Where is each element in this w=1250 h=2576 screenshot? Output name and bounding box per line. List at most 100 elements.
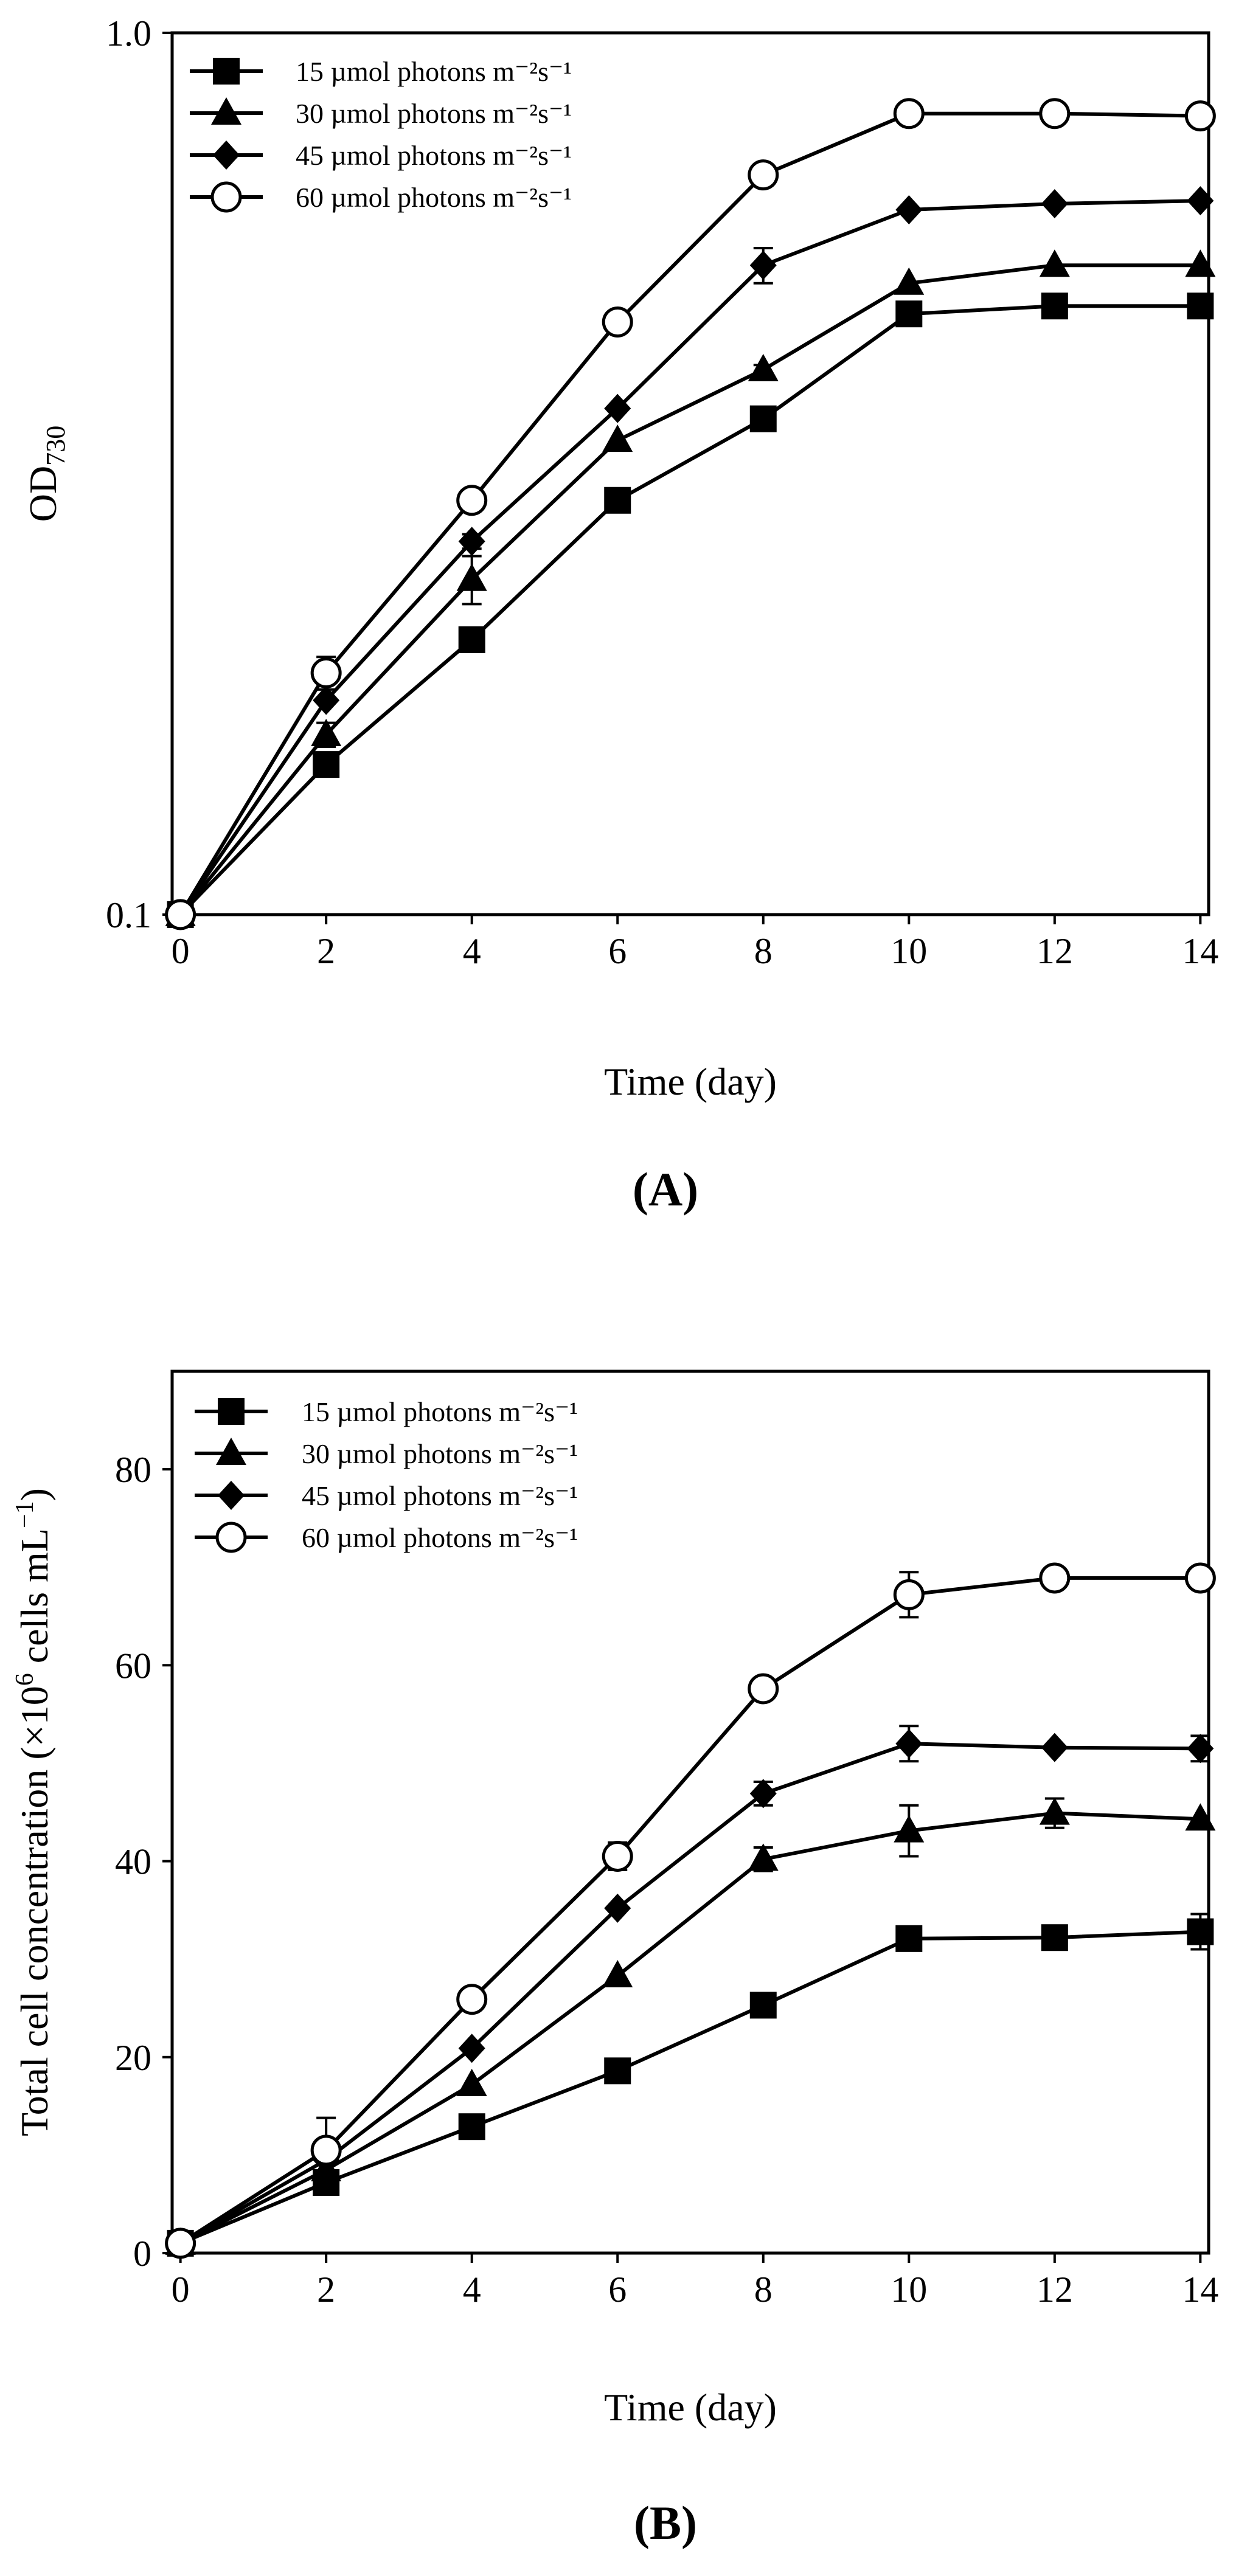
legend-marker xyxy=(218,1398,245,1425)
data-series-group xyxy=(165,1562,1216,2259)
data-point xyxy=(749,1992,777,2019)
legend-entry: 30 µmol photons m⁻²s⁻¹ xyxy=(190,97,572,129)
series-circle xyxy=(165,1562,1216,2259)
data-point xyxy=(458,2034,485,2063)
x-tick-label: 14 xyxy=(1182,931,1218,971)
chart-panel-a: 0 2 4 6 8 10 12 14 0.1 1.0 15 µmol photons m⁻²s⁻… xyxy=(21,13,1218,1216)
x-tick-label: 12 xyxy=(1036,2270,1073,2310)
data-point xyxy=(602,1841,633,1872)
data-point xyxy=(895,300,923,328)
data-point xyxy=(313,685,340,715)
legend-marker xyxy=(216,1438,246,1465)
y-tick-label: 80 xyxy=(115,1450,151,1490)
series-line xyxy=(179,304,1201,916)
legend-label: 60 µmol photons m⁻²s⁻¹ xyxy=(296,182,572,213)
legend-label: 60 µmol photons m⁻²s⁻¹ xyxy=(302,1522,578,1553)
data-point xyxy=(456,1984,488,2015)
y-axis-title-part2: cells mL xyxy=(13,1528,56,1673)
legend-label: 30 µmol photons m⁻²s⁻¹ xyxy=(302,1438,578,1469)
data-point xyxy=(602,306,633,338)
x-tick-label: 2 xyxy=(317,2270,335,2310)
data-point xyxy=(310,657,342,688)
data-point xyxy=(895,1925,923,1952)
series-square xyxy=(167,1913,1214,2257)
data-point xyxy=(458,2113,485,2141)
panel-label-b: (B) xyxy=(634,2496,697,2549)
data-point xyxy=(748,1843,779,1871)
y-axis-title-part1: Total cell concentration (×10 xyxy=(13,1686,56,2136)
data-point xyxy=(894,267,925,295)
data-point xyxy=(1187,1734,1214,1764)
legend-entry: 45 µmol photons m⁻²s⁻¹ xyxy=(195,1480,578,1511)
y-tick-label: 20 xyxy=(115,2038,151,2078)
data-point xyxy=(748,1673,779,1705)
y-tick-label: 1.0 xyxy=(106,13,151,54)
x-axis-title: Time (day) xyxy=(604,2386,777,2429)
data-point xyxy=(1185,249,1216,277)
series-diamond xyxy=(167,186,1214,929)
legend-marker xyxy=(213,140,240,170)
legend-entry: 60 µmol photons m⁻²s⁻¹ xyxy=(190,181,572,213)
panel-label-b-letter: B xyxy=(650,2496,681,2549)
series-line xyxy=(179,111,1201,916)
legend-entry: 45 µmol photons m⁻²s⁻¹ xyxy=(190,140,572,171)
data-point xyxy=(1187,293,1214,320)
legend-marker xyxy=(210,181,242,213)
series-triangle xyxy=(165,249,1216,926)
legend-label: 15 µmol photons m⁻²s⁻¹ xyxy=(302,1396,578,1427)
data-point xyxy=(458,527,485,556)
plot-frame xyxy=(170,1369,1210,2255)
legend-marker xyxy=(213,58,240,85)
y-axis-title: Total cell concentration (×106 cells mL−… xyxy=(11,1488,56,2136)
x-tick-label: 0 xyxy=(172,2270,190,2310)
panel-label-a-letter: A xyxy=(648,1163,682,1216)
data-point xyxy=(1041,1924,1068,1951)
y-axis-title-main: OD xyxy=(21,466,64,522)
data-point xyxy=(310,2135,342,2166)
data-point xyxy=(748,353,779,381)
series-line xyxy=(179,1811,1201,2245)
data-point xyxy=(313,751,340,778)
x-tick-label: 10 xyxy=(891,931,927,971)
y-axis-title-sup2: −1 xyxy=(11,1501,39,1528)
data-point xyxy=(1184,1562,1216,1594)
x-tick-label: 6 xyxy=(608,931,627,971)
panel-label-a: (A) xyxy=(633,1163,698,1216)
y-tick-label: 40 xyxy=(115,1842,151,1882)
chart-panel-b: 0 2 4 6 8 10 12 14 0 20 40 60 80 15 µmol photons m⁻… xyxy=(11,1369,1218,2549)
x-tick-label: 10 xyxy=(891,2270,927,2310)
x-tick-label: 6 xyxy=(608,2270,627,2310)
data-point xyxy=(602,1960,633,1988)
x-tick-label: 0 xyxy=(172,931,190,971)
data-point xyxy=(749,1779,777,1809)
x-tick-label: 14 xyxy=(1182,2270,1218,2310)
legend-entry: 15 µmol photons m⁻²s⁻¹ xyxy=(190,56,572,87)
data-point xyxy=(456,563,487,591)
data-point xyxy=(749,405,777,432)
data-point xyxy=(165,899,196,930)
data-point xyxy=(604,486,631,514)
data-point xyxy=(1039,249,1070,277)
legend: 15 µmol photons m⁻²s⁻¹ 30 µmol photons m⁻… xyxy=(195,1396,578,1553)
legend-marker xyxy=(211,97,241,125)
data-point xyxy=(604,1893,631,1923)
data-point xyxy=(456,485,488,516)
y-axis-title: OD730 xyxy=(21,426,71,522)
plot-frame xyxy=(170,31,1210,916)
data-point xyxy=(602,424,633,452)
data-point xyxy=(1039,1562,1071,1594)
panel-label-a-open: ( xyxy=(633,1163,648,1216)
data-point xyxy=(165,2228,196,2259)
series-circle xyxy=(165,98,1216,930)
data-point xyxy=(1041,1733,1068,1762)
legend-label: 45 µmol photons m⁻²s⁻¹ xyxy=(302,1480,578,1511)
data-point xyxy=(894,1815,925,1843)
legend-label: 15 µmol photons m⁻²s⁻¹ xyxy=(296,56,572,87)
y-tick-label: 0 xyxy=(133,2234,151,2274)
series-line xyxy=(179,1576,1201,2245)
series-line xyxy=(179,1930,1201,2245)
data-point xyxy=(458,626,485,653)
panel-label-b-open: ( xyxy=(634,2496,650,2549)
series-line xyxy=(179,263,1201,916)
